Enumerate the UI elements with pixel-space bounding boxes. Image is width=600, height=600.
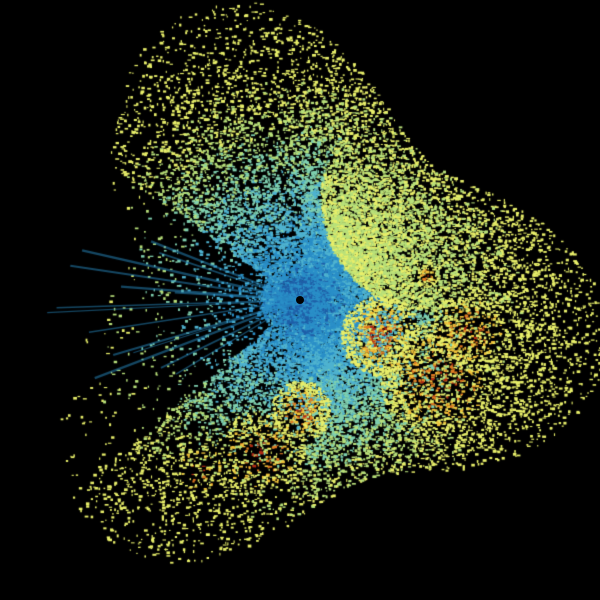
radar-site-marker (296, 296, 304, 304)
